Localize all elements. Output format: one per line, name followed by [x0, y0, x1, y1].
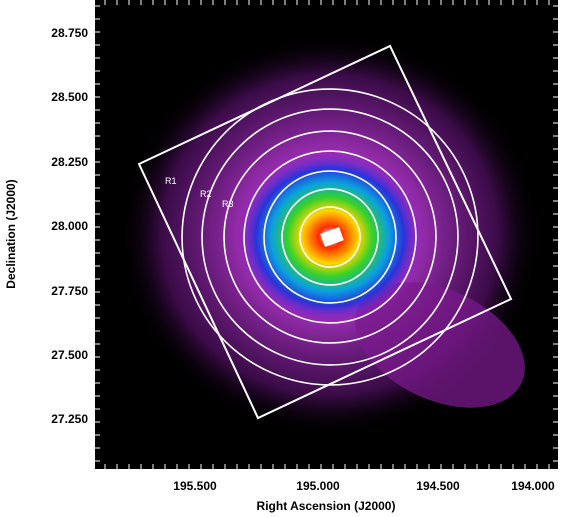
x-tick-label: 195.000: [296, 479, 340, 493]
region-label-r1: R1: [165, 176, 177, 186]
y-tick-label: 28.000: [51, 219, 88, 233]
contour-line: [201, 108, 459, 366]
x-tick-label: 194.000: [511, 479, 555, 493]
emission-tail: [355, 282, 525, 408]
y-tick-label: 28.750: [51, 26, 88, 40]
y-tick-label: 27.750: [51, 284, 88, 298]
x-axis-title: Right Ascension (J2000): [257, 499, 396, 513]
y-tick-label: 28.500: [51, 90, 88, 104]
contour-line: [263, 170, 397, 304]
x-tick-label: 195.500: [173, 479, 217, 493]
region-label-r2: R2: [200, 189, 212, 199]
y-tick-label: 27.500: [51, 348, 88, 362]
contour-line: [243, 150, 417, 324]
region-label-r3: R3: [222, 199, 234, 209]
core-peak: [320, 227, 344, 247]
y-axis-title: Declination (J2000): [4, 179, 18, 288]
contour-group: [181, 88, 479, 386]
contour-line: [223, 130, 437, 344]
contour-line: [299, 206, 361, 268]
y-tick-label: 27.250: [51, 412, 88, 426]
field-of-view-frame: [137, 44, 513, 420]
contour-line: [181, 88, 479, 386]
x-tick-label: 194.500: [416, 479, 460, 493]
tick-marks: [95, 0, 558, 469]
y-tick-label: 28.250: [51, 155, 88, 169]
contour-line: [281, 188, 379, 286]
